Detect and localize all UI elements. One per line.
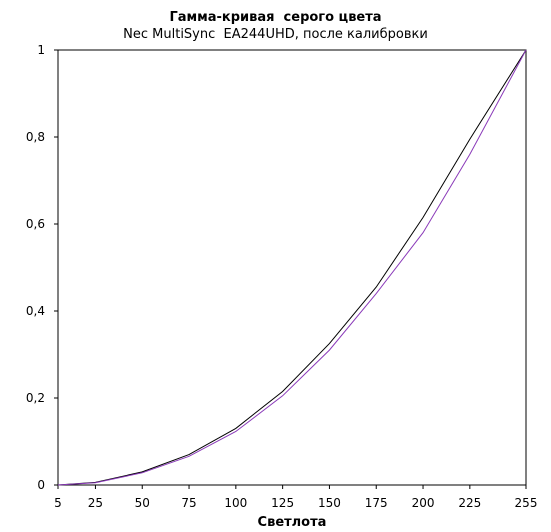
chart-subtitle: Nec MultiSync EA244UHD, после калибровки bbox=[123, 27, 428, 42]
x-tick-label: 125 bbox=[271, 496, 294, 510]
x-tick-label: 100 bbox=[224, 496, 247, 510]
chart-title: Гамма-кривая серого цвета bbox=[169, 10, 382, 25]
x-axis: 5 25 50 75 100 125 150 175 200 225 255 bbox=[54, 485, 537, 510]
y-tick-label: 0,4 bbox=[26, 304, 45, 318]
x-tick-label: 175 bbox=[365, 496, 388, 510]
y-tick-label: 0,8 bbox=[26, 130, 45, 144]
x-tick-label: 255 bbox=[515, 496, 538, 510]
x-tick-label: 25 bbox=[88, 496, 103, 510]
series-line-1 bbox=[57, 49, 527, 486]
x-tick-label: 150 bbox=[318, 496, 341, 510]
y-tick-label: 0,2 bbox=[26, 391, 45, 405]
y-tick-label: 0 bbox=[37, 478, 45, 492]
y-tick-label: 1 bbox=[37, 43, 45, 57]
x-tick-label: 225 bbox=[458, 496, 481, 510]
y-axis: 0 0,2 0,4 0,6 0,8 1 bbox=[26, 43, 58, 492]
x-tick-label: 200 bbox=[412, 496, 435, 510]
x-tick-label: 75 bbox=[181, 496, 196, 510]
x-tick-label: 50 bbox=[135, 496, 150, 510]
x-tick-label: 5 bbox=[54, 496, 62, 510]
y-tick-label: 0,6 bbox=[26, 217, 45, 231]
series-layer bbox=[57, 49, 527, 486]
series-line-2 bbox=[57, 49, 527, 486]
plot-area bbox=[57, 49, 527, 486]
x-axis-label: Светлота bbox=[258, 515, 327, 530]
